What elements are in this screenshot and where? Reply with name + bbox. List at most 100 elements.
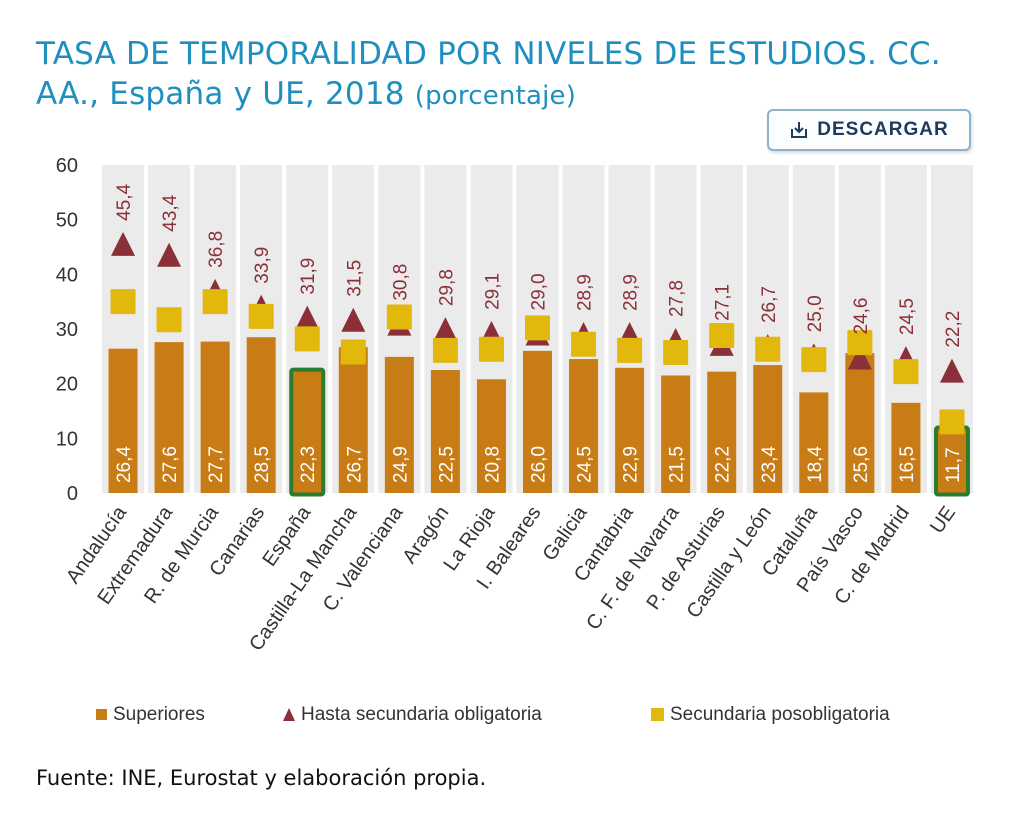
bar-value-label: 26,4: [114, 446, 135, 483]
y-tick-label: 50: [56, 210, 78, 232]
square-secundaria-posobligatoria: [202, 289, 228, 315]
triangle-value-label: 36,8: [206, 231, 227, 268]
triangle-value-label: 22,2: [943, 311, 964, 348]
legend-swatch-hasta-secundaria: [283, 708, 295, 721]
square-secundaria-posobligatoria: [663, 340, 689, 366]
legend-label-hasta-secundaria: Hasta secundaria obligatoria: [301, 704, 542, 725]
bar-value-label: 26,7: [344, 446, 365, 483]
triangle-hasta-secundaria: [295, 305, 320, 330]
bar-value-label: 22,2: [713, 446, 734, 483]
bar-superiores: [753, 365, 783, 493]
download-button[interactable]: DESCARGAR: [767, 109, 971, 151]
square-secundaria-posobligatoria: [939, 409, 965, 435]
y-tick-label: 40: [56, 264, 78, 286]
bar-superiores: [292, 371, 322, 493]
bar-value-label: 20,8: [482, 446, 503, 483]
bar-value-label: 28,5: [252, 446, 273, 483]
square-secundaria-posobligatoria: [156, 307, 182, 333]
triangle-hasta-secundaria: [341, 307, 366, 332]
bar-superiores: [154, 342, 184, 493]
bar-superiores: [707, 371, 737, 493]
triangle-value-label: 26,7: [759, 286, 780, 323]
triangle-hasta-secundaria: [847, 345, 872, 370]
square-secundaria-posobligatoria: [386, 304, 412, 330]
square-secundaria-posobligatoria: [709, 323, 735, 349]
chart-title-text: TASA DE TEMPORALIDAD POR NIVELES DE ESTU…: [36, 36, 941, 112]
square-secundaria-posobligatoria: [525, 315, 550, 341]
y-tick-label: 60: [56, 155, 78, 177]
triangle-value-label: 31,9: [298, 258, 319, 295]
bar-value-label: 23,4: [759, 446, 780, 483]
square-secundaria-posobligatoria: [571, 331, 597, 357]
bar-value-label: 11,7: [943, 447, 964, 483]
triangle-value-label: 27,8: [667, 280, 688, 317]
triangle-hasta-secundaria: [433, 317, 458, 342]
square-secundaria-posobligatoria: [432, 337, 458, 363]
square-secundaria-posobligatoria: [617, 337, 643, 363]
bar-superiores: [108, 348, 138, 493]
chart-title: TASA DE TEMPORALIDAD POR NIVELES DE ESTU…: [36, 34, 996, 116]
triangle-value-label: 29,0: [529, 273, 550, 310]
triangle-value-label: 45,4: [114, 183, 135, 220]
triangle-value-label: 29,8: [436, 269, 457, 306]
triangle-value-label: 25,0: [805, 295, 826, 332]
y-tick-label: 30: [56, 319, 78, 341]
bar-value-label: 16,5: [897, 446, 918, 483]
bar-superiores: [845, 353, 875, 493]
bar-superiores: [200, 341, 230, 493]
bar-superiores: [891, 402, 921, 493]
legend-swatch-secundaria-posobligatoria: [651, 708, 664, 721]
download-icon: [789, 120, 809, 140]
legend-label-superiores: Superiores: [113, 704, 205, 725]
bar-value-label: 26,0: [529, 446, 550, 483]
square-secundaria-posobligatoria: [248, 303, 274, 329]
bar-superiores: [476, 379, 506, 493]
bar-value-label: 24,9: [390, 446, 411, 483]
chart-title-unit: (porcentaje): [414, 81, 577, 111]
triangle-value-label: 28,9: [621, 274, 642, 311]
triangle-value-label: 43,4: [160, 194, 181, 231]
square-secundaria-posobligatoria: [893, 359, 919, 385]
bar-superiores: [523, 350, 552, 493]
triangle-value-label: 24,5: [897, 298, 918, 335]
triangle-value-label: 27,1: [713, 284, 734, 321]
triangle-hasta-secundaria: [939, 358, 964, 383]
bar-value-label: 22,3: [298, 446, 319, 483]
bar-value-label: 25,6: [851, 446, 872, 483]
square-secundaria-posobligatoria: [340, 339, 366, 365]
highlight-outline: [289, 367, 326, 497]
bar-superiores: [799, 392, 829, 493]
triangle-value-label: 30,8: [390, 264, 411, 301]
source-note: Fuente: INE, Eurostat y elaboración prop…: [36, 766, 487, 790]
y-tick-label: 0: [67, 483, 78, 505]
bar-superiores: [338, 347, 368, 493]
square-secundaria-posobligatoria: [478, 336, 504, 362]
bar-value-label: 27,7: [206, 446, 227, 483]
square-secundaria-posobligatoria: [294, 326, 320, 352]
bar-value-label: 22,9: [621, 446, 642, 483]
square-secundaria-posobligatoria: [847, 330, 873, 356]
triangle-hasta-secundaria: [111, 231, 136, 256]
bar-superiores: [615, 367, 645, 493]
bar-value-label: 22,5: [436, 446, 457, 483]
bar-superiores: [384, 356, 414, 493]
download-label: DESCARGAR: [817, 119, 949, 140]
legend-label-secundaria-posobligatoria: Secundaria posobligatoria: [670, 704, 890, 725]
triangle-hasta-secundaria: [157, 242, 182, 267]
bar-superiores: [569, 359, 599, 493]
bar-value-label: 21,5: [667, 446, 688, 483]
bar-superiores: [246, 337, 276, 493]
bar-superiores: [661, 375, 691, 493]
triangle-value-label: 24,6: [851, 298, 872, 335]
y-tick-label: 10: [56, 428, 78, 450]
triangle-value-label: 31,5: [344, 260, 365, 297]
square-secundaria-posobligatoria: [110, 289, 136, 315]
legend-swatch-superiores: [96, 709, 107, 720]
bar-superiores: [430, 370, 460, 493]
bar-value-label: 18,4: [805, 446, 826, 483]
triangle-value-label: 33,9: [252, 247, 273, 284]
temporalidad-chart: 0 10 20 30 40 50 60 26,4 27,6 27,7 28,5 22,3 26,7 24,…: [56, 155, 973, 725]
triangle-value-label: 29,1: [482, 273, 503, 310]
triangle-value-label: 28,9: [575, 274, 596, 311]
square-secundaria-posobligatoria: [801, 347, 827, 373]
